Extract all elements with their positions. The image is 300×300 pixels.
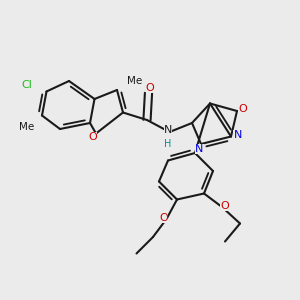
- Text: N: N: [195, 144, 204, 154]
- Text: Me: Me: [128, 76, 142, 86]
- Text: O: O: [88, 131, 97, 142]
- Text: O: O: [146, 82, 154, 93]
- Text: Cl: Cl: [22, 80, 32, 91]
- Text: N: N: [164, 125, 172, 136]
- Text: Me: Me: [20, 122, 34, 133]
- Text: H: H: [164, 139, 172, 149]
- Text: O: O: [220, 201, 229, 212]
- Text: N: N: [233, 130, 242, 140]
- Text: O: O: [238, 103, 247, 114]
- Text: O: O: [160, 213, 169, 224]
